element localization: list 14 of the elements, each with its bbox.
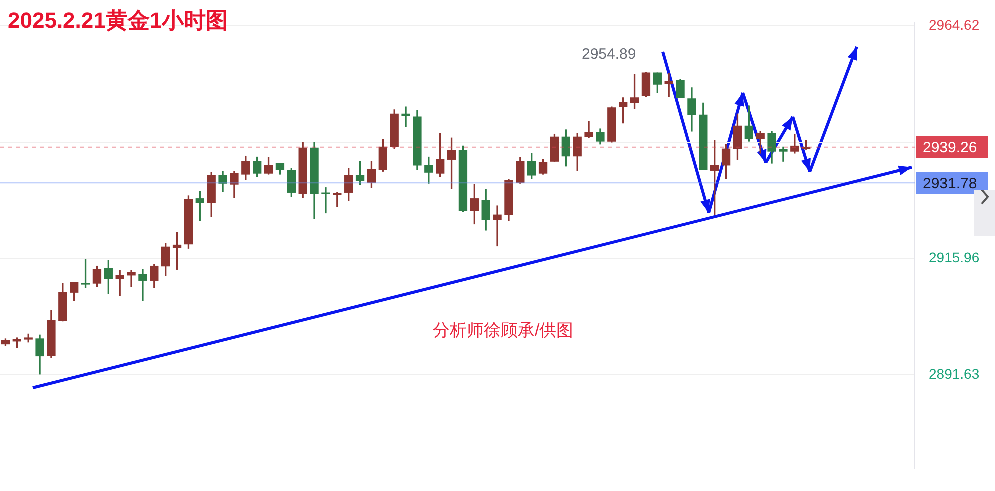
y-tick-label: 2891.63: [929, 366, 980, 382]
candlestick: [138, 269, 148, 302]
y-tick-label: 2964.62: [929, 16, 980, 33]
candlestick: [402, 106, 410, 128]
candlestick: [322, 188, 330, 214]
chart-title: 2025.2.21黄金1小时图: [8, 7, 228, 35]
ref-line-label: 2931.78: [923, 175, 978, 192]
annotation: 分析师徐顾承/供图: [433, 320, 574, 342]
candlestick: [127, 270, 136, 288]
candlestick: [493, 206, 502, 247]
annotation: 2954.89: [582, 46, 636, 63]
candlestick: [779, 146, 788, 162]
y-tick-label: 2915.96: [929, 250, 980, 266]
ref-line-label: 2939.26: [923, 140, 978, 157]
